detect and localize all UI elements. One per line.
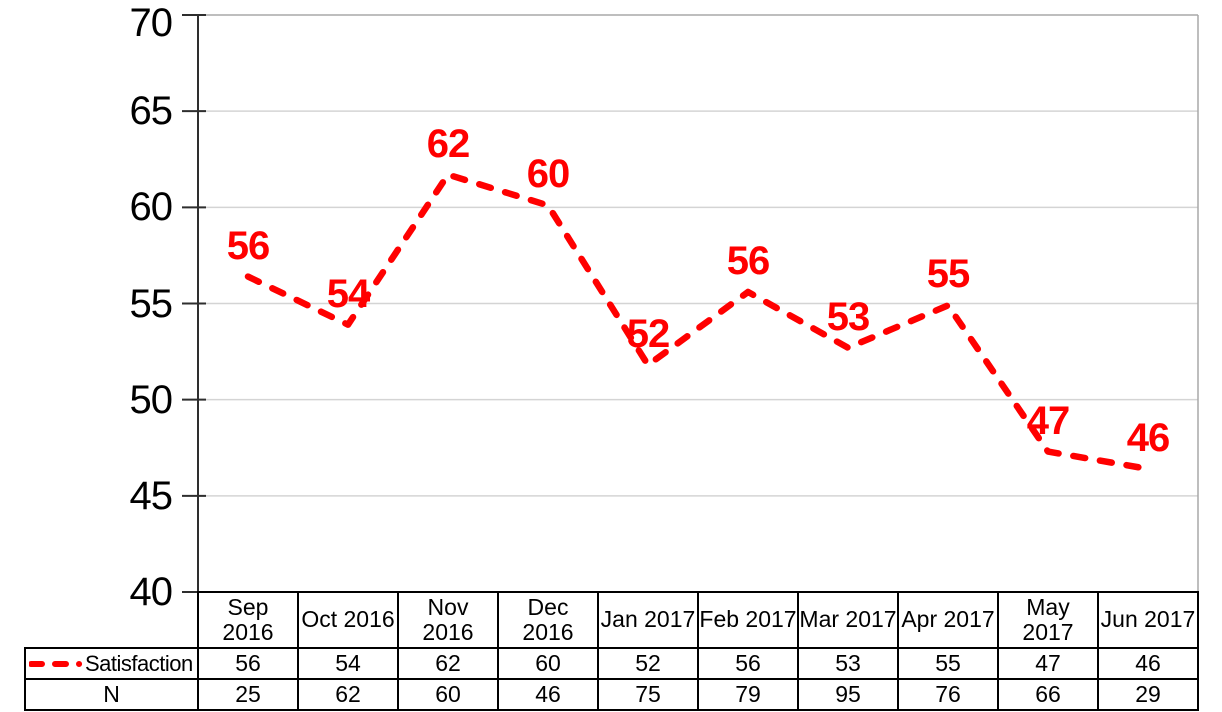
month-header-cell: Mar 2017 [797, 591, 899, 649]
satisfaction-value-cell: 60 [497, 647, 599, 680]
month-header-cell: Dec 2016 [497, 591, 599, 649]
n-value-cell: 95 [797, 678, 899, 711]
dashed-line-legend-key-icon [29, 660, 85, 667]
y-axis-tick-label: 40 [129, 570, 174, 614]
y-axis-tick-label: 65 [129, 89, 174, 134]
n-label-cell: N [24, 678, 199, 711]
data-label: 56 [226, 223, 271, 268]
satisfaction-legend-cell: Satisfaction [24, 647, 199, 680]
n-value-cell: 79 [697, 678, 799, 711]
n-value-cell: 25 [197, 678, 299, 711]
month-header-cell: Apr 2017 [897, 591, 999, 649]
n-value-cell: 46 [497, 678, 599, 711]
month-header-cell: Jan 2017 [597, 591, 699, 649]
satisfaction-value-cell: 55 [897, 647, 999, 680]
satisfaction-value-cell: 53 [797, 647, 899, 680]
n-value-cell: 66 [997, 678, 1099, 711]
month-header-cell: Nov 2016 [397, 591, 499, 649]
satisfaction-value-cell: 47 [997, 647, 1099, 680]
month-header-row: Sep 2016 Oct 2016 Nov 2016 Dec 2016 Jan … [25, 591, 1199, 649]
month-header-cell: Sep 2016 [197, 591, 299, 649]
satisfaction-value-cell: 54 [297, 647, 399, 680]
series-name-label: Satisfaction [85, 650, 193, 676]
month-header-cell: May 2017 [997, 591, 1099, 649]
y-axis-tick-label: 45 [129, 473, 174, 518]
y-axis-tick-label: 60 [129, 185, 174, 230]
satisfaction-value-cell: 56 [197, 647, 299, 680]
n-value-cell: 75 [597, 678, 699, 711]
chart-data-table: Sep 2016 Oct 2016 Nov 2016 Dec 2016 Jan … [24, 591, 1199, 711]
n-value-cell: 60 [397, 678, 499, 711]
data-label: 60 [526, 152, 571, 197]
satisfaction-value-cell: 46 [1097, 647, 1199, 680]
satisfaction-value-cell: 52 [597, 647, 699, 680]
n-row: N 25 62 60 46 75 79 95 76 66 29 [24, 678, 1199, 711]
data-label: 46 [1126, 415, 1171, 460]
y-axis-tick-label: 55 [129, 281, 174, 326]
y-axis-tick-label: 50 [129, 377, 174, 422]
satisfaction-value-cell: 62 [397, 647, 499, 680]
month-header-cell: Oct 2016 [297, 591, 399, 649]
satisfaction-line [244, 171, 1152, 473]
month-header-cell: Jun 2017 [1097, 591, 1199, 649]
data-label: 52 [626, 312, 671, 357]
data-label: 56 [726, 238, 771, 283]
satisfaction-value-cell: 56 [697, 647, 799, 680]
table-corner-blank [25, 592, 198, 648]
data-label: 62 [426, 121, 471, 166]
data-label: 55 [926, 252, 971, 297]
data-label: 53 [826, 294, 871, 339]
n-value-cell: 29 [1097, 678, 1199, 711]
satisfaction-row: Satisfaction 56 54 62 60 52 56 53 55 47 … [24, 647, 1199, 680]
n-value-cell: 76 [897, 678, 999, 711]
n-value-cell: 62 [297, 678, 399, 711]
y-axis-tick-label: 70 [129, 1, 174, 45]
data-label: 47 [1026, 398, 1071, 443]
data-label: 54 [326, 271, 371, 316]
month-header-cell: Feb 2017 [697, 591, 799, 649]
